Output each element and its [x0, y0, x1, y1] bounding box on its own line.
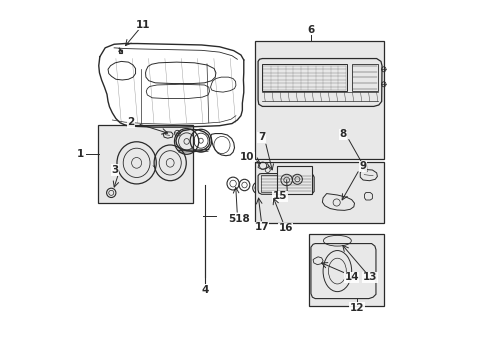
Text: 14: 14 — [344, 272, 358, 282]
Bar — [255, 162, 383, 223]
Text: 12: 12 — [349, 303, 364, 313]
Bar — [98, 125, 192, 203]
Text: 17: 17 — [254, 222, 268, 232]
Bar — [255, 41, 383, 158]
Text: 518: 518 — [227, 213, 249, 224]
Bar — [308, 234, 383, 306]
Bar — [119, 50, 122, 53]
Text: 3: 3 — [111, 165, 119, 175]
Bar — [276, 166, 311, 194]
Text: 11: 11 — [135, 20, 150, 30]
Text: 7: 7 — [258, 132, 265, 142]
Text: 6: 6 — [306, 25, 314, 35]
Text: 8: 8 — [338, 129, 346, 139]
Text: 13: 13 — [362, 272, 377, 282]
Text: 15: 15 — [272, 191, 287, 201]
Text: 9: 9 — [359, 161, 366, 171]
Text: 1: 1 — [77, 149, 83, 159]
Bar — [351, 64, 378, 91]
Bar — [260, 175, 311, 192]
Bar — [261, 64, 346, 91]
Text: 4: 4 — [201, 285, 208, 295]
Text: 10: 10 — [240, 152, 254, 162]
Text: 2: 2 — [127, 117, 134, 127]
Text: 16: 16 — [278, 223, 292, 233]
